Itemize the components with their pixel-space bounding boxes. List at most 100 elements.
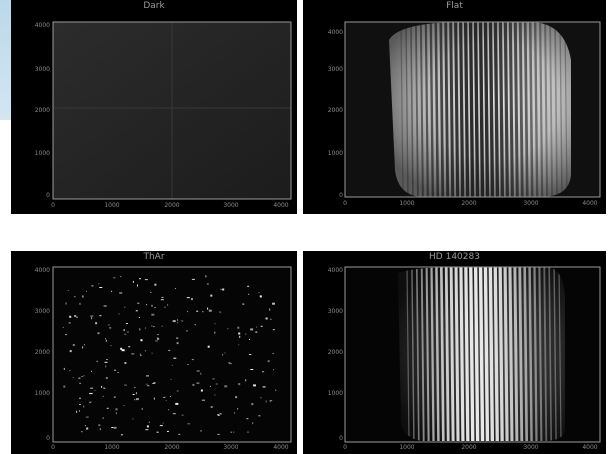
emission-line xyxy=(209,385,211,387)
emission-line xyxy=(270,318,272,320)
emission-line xyxy=(110,345,112,347)
y-tick-label: 4000 xyxy=(327,29,343,36)
emission-line xyxy=(135,310,138,312)
spectral-order xyxy=(435,267,440,441)
dark-frame-image xyxy=(52,21,292,200)
emission-line xyxy=(140,339,143,342)
spectral-order xyxy=(549,22,554,197)
emission-line xyxy=(82,346,84,349)
spectral-order xyxy=(564,22,568,197)
x-tick-label: 0 xyxy=(51,444,55,451)
emission-line xyxy=(228,363,232,365)
emission-line xyxy=(141,407,143,410)
spectral-order xyxy=(539,22,544,197)
emission-line xyxy=(228,362,231,364)
emission-line xyxy=(272,353,274,354)
x-tick-label: 2000 xyxy=(164,202,180,209)
emission-line xyxy=(102,395,104,397)
emission-line xyxy=(106,359,108,360)
x-tick-label: 4000 xyxy=(582,444,598,451)
emission-line xyxy=(214,394,216,396)
x-tick-label: 4000 xyxy=(273,444,289,451)
emission-line xyxy=(159,425,163,427)
emission-line xyxy=(97,332,100,335)
x-tick-label: 0 xyxy=(51,202,55,209)
emission-line xyxy=(134,399,136,401)
emission-line xyxy=(168,409,170,411)
spectral-order xyxy=(498,267,504,441)
x-tick-label: 3000 xyxy=(523,444,539,451)
emission-line xyxy=(222,288,225,291)
emission-line xyxy=(219,311,222,313)
spectral-order xyxy=(425,267,430,441)
emission-line xyxy=(248,293,250,295)
emission-line xyxy=(245,379,247,382)
spectral-order xyxy=(493,22,500,197)
emission-line xyxy=(117,372,120,373)
emission-line xyxy=(84,425,86,427)
y-tick-label: 0 xyxy=(339,192,343,199)
spectral-order xyxy=(523,267,528,441)
spectral-order xyxy=(439,22,445,197)
emission-line xyxy=(207,345,210,348)
emission-line xyxy=(104,361,108,363)
y-tick-label: 2000 xyxy=(34,107,50,114)
y-tick-label: 0 xyxy=(339,435,343,442)
emission-line xyxy=(176,337,179,339)
emission-line xyxy=(250,328,254,331)
emission-line xyxy=(91,317,93,320)
emission-line xyxy=(119,292,123,294)
x-tick-label: 4000 xyxy=(273,202,289,209)
emission-line xyxy=(265,400,267,403)
spectral-order xyxy=(528,267,533,441)
emission-line xyxy=(72,344,75,346)
emission-line xyxy=(253,384,256,387)
spectral-order xyxy=(483,267,490,441)
y-tick-label: 1000 xyxy=(34,390,50,397)
emission-line xyxy=(238,383,241,386)
emission-line xyxy=(96,360,98,362)
emission-line xyxy=(196,310,199,312)
emission-line xyxy=(124,362,127,364)
spectral-order xyxy=(503,267,509,441)
emission-line xyxy=(99,315,102,317)
spectral-order xyxy=(406,267,410,441)
emission-line xyxy=(234,412,236,414)
emission-line xyxy=(170,378,172,380)
x-tick-label: 0 xyxy=(343,444,347,451)
flat-frame-panel: Flat 4000 3000 2000 1000 0 0 1000 2000 3… xyxy=(303,0,606,214)
emission-line xyxy=(153,397,155,400)
emission-line xyxy=(135,392,137,395)
spectral-order xyxy=(488,22,495,197)
y-tick-label: 3000 xyxy=(34,308,50,315)
emission-line xyxy=(89,392,93,394)
emission-line xyxy=(82,295,84,298)
emission-line xyxy=(157,334,159,336)
emission-line xyxy=(175,288,176,289)
emission-line xyxy=(192,383,195,386)
emission-line xyxy=(168,349,171,351)
emission-line xyxy=(150,291,152,293)
emission-line xyxy=(258,292,260,293)
spectral-order xyxy=(430,267,435,441)
emission-line xyxy=(99,428,101,431)
emission-line xyxy=(83,375,85,377)
spectral-order xyxy=(543,267,548,441)
emission-line xyxy=(252,422,254,425)
thar-frame-panel: ThAr 4000 3000 2000 1000 0 0 1000 2000 3… xyxy=(11,251,297,454)
spectral-order xyxy=(478,267,485,441)
emission-line xyxy=(105,365,107,368)
emission-line xyxy=(267,360,270,363)
emission-line xyxy=(200,372,202,375)
spectral-order xyxy=(483,22,490,197)
emission-line xyxy=(239,335,241,338)
emission-line xyxy=(187,364,189,365)
emission-line xyxy=(146,304,148,306)
emission-line xyxy=(95,322,98,325)
emission-line xyxy=(275,389,277,391)
emission-line xyxy=(145,327,146,329)
emission-line xyxy=(83,405,85,408)
flat-frame-title: Flat xyxy=(446,1,463,11)
emission-line xyxy=(224,352,226,354)
emission-line xyxy=(63,385,66,388)
